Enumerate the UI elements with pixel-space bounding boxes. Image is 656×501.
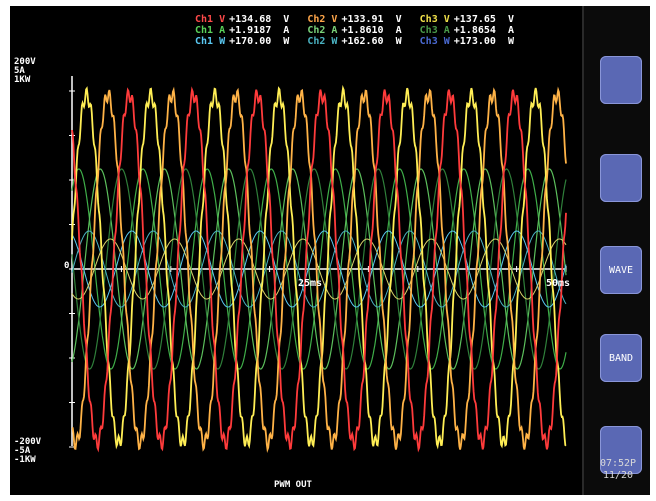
y-top-amp: 5A [14,66,25,76]
y-bottom-volt: -200V [14,437,42,447]
readout-value: +1.9187 A [229,25,290,36]
x-end-label: 50ms [546,278,571,289]
measurement-readout: Ch1 V +134.68 V Ch2 V +133.91 V Ch3 V +137.65… [195,14,532,47]
readout-label: Ch1 V [195,14,226,25]
y-top-watt: 1KW [14,75,31,85]
y-bottom-amp: -5A [14,446,31,456]
readout-value: +134.68 V [229,14,290,25]
waveform-screen: Ch1 V +134.68 V Ch2 V +133.91 V Ch3 V +137.65… [10,6,582,495]
readout-value: +137.65 V [453,14,514,25]
ch1-current-trace [71,168,567,370]
clock-time: 07:52P [599,458,637,469]
softkey-1[interactable] [600,56,642,104]
readout-value: +173.00 W [453,36,514,47]
y-zero-label: 0 [64,261,70,271]
softkey-2[interactable] [600,154,642,202]
readout-label: Ch1 W [195,36,226,47]
readout-row: Ch1 W +170.00 W Ch2 W +162.60 W Ch3 W +173.00… [195,36,532,47]
readout-label: Ch2 A [307,25,338,36]
instrument-frame: Ch1 V +134.68 V Ch2 V +133.91 V Ch3 V +137.65… [10,6,650,495]
ch3-current-trace [71,168,567,370]
y-top-volt: 200V [14,57,36,67]
readout-label: Ch2 W [307,36,338,47]
readout-row: Ch1 V +134.68 V Ch2 V +133.91 V Ch3 V +137.65… [195,14,532,25]
readout-value: +162.60 W [341,36,402,47]
softkey-5[interactable] [600,426,642,474]
readout-value: +1.8610 A [341,25,402,36]
y-axis-bottom-labels: -200V -5A -1KW [14,438,41,465]
readout-row: Ch1 A +1.9187 A Ch2 A +1.8610 A Ch3 A +1.8654… [195,25,532,36]
readout-value: +170.00 W [229,36,290,47]
mode-footer: PWM OUT [274,480,312,490]
waveform-plot [69,76,567,453]
clock-date: 11/20 [602,470,634,481]
ch2-power-trace [71,230,567,308]
softkey-wave[interactable]: WAVE [600,246,642,294]
softkey-panel: WAVE BAND 07:52P 11/20 [582,6,650,495]
y-bottom-watt: -1KW [14,455,36,465]
readout-label: Ch3 A [419,25,450,36]
softkey-band[interactable]: BAND [600,334,642,382]
ch1-voltage-trace [71,86,567,453]
readout-label: Ch1 A [195,25,226,36]
ch2-voltage-trace [71,86,567,453]
readout-value: +133.91 V [341,14,402,25]
readout-value: +1.8654 A [453,25,514,36]
readout-label: Ch2 V [307,14,338,25]
y-axis-top-labels: 200V 5A 1KW [14,58,36,85]
readout-label: Ch3 W [419,36,450,47]
ch3-voltage-trace [71,84,567,450]
x-mid-label: 25ms [298,278,323,289]
clock: 07:52P 11/20 [590,458,646,482]
readout-label: Ch3 V [419,14,450,25]
